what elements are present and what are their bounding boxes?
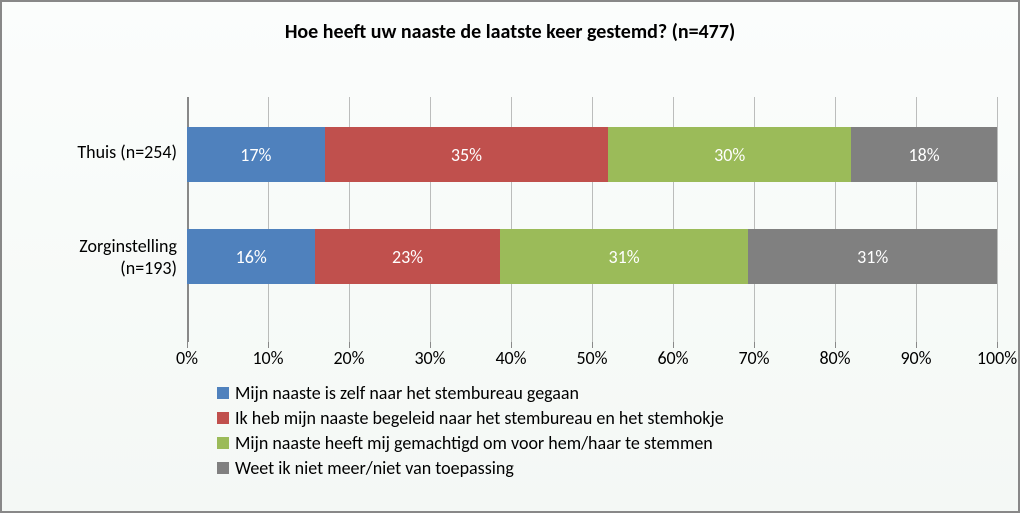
category-label-text-line1: Zorginstelling xyxy=(79,235,177,257)
bar-row: 16% 23% 31% 31% xyxy=(187,229,997,284)
bar-segment: 18% xyxy=(851,127,997,182)
bar-value-label: 31% xyxy=(609,246,640,268)
bar-value-label: 30% xyxy=(714,144,745,166)
x-tick-label: 100% xyxy=(977,347,1017,369)
bar-segment: 16% xyxy=(187,229,315,284)
bar-value-label: 17% xyxy=(240,144,271,166)
legend-label: Mijn naaste heeft mij gemachtigd om voor… xyxy=(235,432,713,454)
x-tick-label: 50% xyxy=(576,347,607,369)
bar-value-label: 16% xyxy=(236,246,267,268)
chart-title: Hoe heeft uw naaste de laatste keer gest… xyxy=(2,2,1018,44)
category-label-text: Thuis (n=254) xyxy=(77,141,177,163)
plot-area: 0% 10% 20% 30% 40% 50% 60% 70% 80% 90% 1… xyxy=(187,97,997,342)
bar-value-label: 35% xyxy=(451,144,482,166)
legend-item: Mijn naaste heeft mij gemachtigd om voor… xyxy=(217,432,724,454)
legend-swatch xyxy=(217,462,229,474)
x-tick-label: 80% xyxy=(819,347,850,369)
x-tick-label: 40% xyxy=(495,347,526,369)
legend-label: Ik heb mijn naaste begeleid naar het ste… xyxy=(235,407,724,429)
legend-item: Weet ik niet meer/niet van toepassing xyxy=(217,457,724,479)
legend-swatch xyxy=(217,437,229,449)
bar-segment: 35% xyxy=(325,127,609,182)
legend-swatch xyxy=(217,387,229,399)
bar-segment: 30% xyxy=(608,127,851,182)
x-tick-label: 10% xyxy=(252,347,283,369)
bar-segment: 31% xyxy=(748,229,997,284)
bar-segment: 17% xyxy=(187,127,325,182)
legend-item: Mijn naaste is zelf naar het stembureau … xyxy=(217,382,724,404)
x-tick-label: 0% xyxy=(176,347,198,369)
legend: Mijn naaste is zelf naar het stembureau … xyxy=(217,382,724,482)
chart-container: Hoe heeft uw naaste de laatste keer gest… xyxy=(0,0,1020,513)
category-label: Thuis (n=254) xyxy=(12,142,177,164)
x-tick-label: 70% xyxy=(738,347,769,369)
bar-segment: 23% xyxy=(315,229,499,284)
bar-segment: 31% xyxy=(500,229,749,284)
category-label-text-line2: (n=193) xyxy=(120,257,177,279)
grid-line xyxy=(997,97,998,342)
bar-value-label: 18% xyxy=(909,144,940,166)
category-label: Zorginstelling (n=193) xyxy=(12,236,177,279)
x-tick-label: 30% xyxy=(414,347,445,369)
legend-label: Mijn naaste is zelf naar het stembureau … xyxy=(235,382,579,404)
x-tick-label: 60% xyxy=(657,347,688,369)
bar-value-label: 31% xyxy=(857,246,888,268)
legend-item: Ik heb mijn naaste begeleid naar het ste… xyxy=(217,407,724,429)
x-tick-label: 20% xyxy=(333,347,364,369)
legend-label: Weet ik niet meer/niet van toepassing xyxy=(235,457,514,479)
x-tick-label: 90% xyxy=(900,347,931,369)
bar-row: 17% 35% 30% 18% xyxy=(187,127,997,182)
bar-value-label: 23% xyxy=(392,246,423,268)
legend-swatch xyxy=(217,412,229,424)
